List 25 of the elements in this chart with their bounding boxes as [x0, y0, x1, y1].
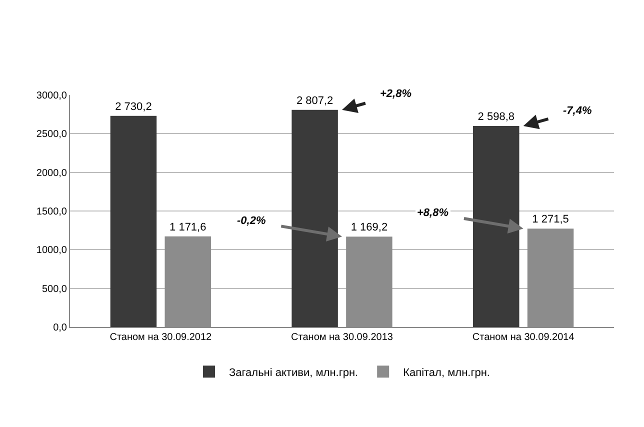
data-label: 1 271,5	[532, 214, 569, 226]
y-tick-label: 1000,0	[36, 245, 68, 256]
x-tick-label: Станом на 30.09.2013	[291, 332, 394, 343]
y-tick-label: 1500,0	[36, 206, 68, 218]
y-tick-label: 2500,0	[36, 129, 68, 140]
data-label: 2 730,2	[115, 100, 152, 113]
y-tick-label: 3000,0	[36, 90, 68, 102]
bar	[110, 116, 157, 327]
data-label: 2 598,8	[478, 111, 514, 124]
annotation: -0,2%	[237, 215, 266, 227]
x-tick-label: Станом на 30.09.2012	[110, 332, 212, 343]
annotation: +8,8%	[417, 207, 449, 219]
y-tick-label: 2000,0	[36, 168, 68, 179]
y-tick-label: 500,0	[42, 284, 68, 295]
legend-label: Капітал, млн.грн.	[403, 366, 490, 379]
data-label: 1 171,6	[170, 221, 206, 234]
annotation: -7,4%	[563, 105, 592, 117]
x-tick-label: Станом на 30.09.2014	[472, 332, 575, 343]
bar	[473, 126, 520, 327]
bar	[292, 110, 338, 327]
y-tick-label: 0,0	[53, 322, 68, 334]
annotation: +2,8%	[380, 88, 412, 100]
data-label: 1 169,2	[350, 222, 388, 234]
legend-label: Загальні активи, млн.грн.	[229, 366, 358, 379]
data-label: 2 807,2	[296, 94, 334, 107]
